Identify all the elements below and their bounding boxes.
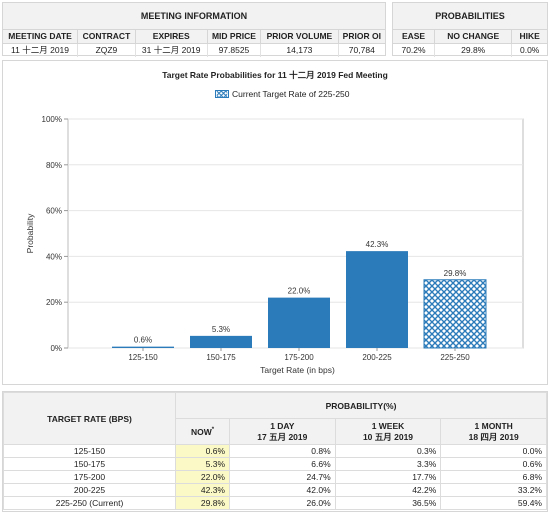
row-1day: 42.0%: [229, 483, 336, 497]
row-1month: 59.4%: [440, 496, 547, 510]
x-tick-label: 225-250: [440, 353, 470, 362]
meeting-info-header: MEETING INFORMATION: [3, 3, 385, 30]
bar-value-label: 0.6%: [134, 336, 152, 345]
legend-swatch-icon: [215, 90, 229, 98]
y-axis-label: Probability: [25, 213, 35, 253]
x-axis-label: Target Rate (in bps): [260, 365, 335, 375]
col-prior-volume: PRIOR VOLUME: [260, 30, 339, 44]
col-target-rate: TARGET RATE (BPS): [3, 392, 176, 445]
row-now: 29.8%: [175, 496, 230, 510]
cell-prior-oi: 70,784: [348, 45, 375, 56]
col-mid-price: MID PRICE: [207, 30, 262, 44]
col-now-label: NOW: [190, 426, 212, 437]
col-1month-date: 18 四月 2019: [468, 431, 519, 442]
row-target-rate: 150-175: [3, 457, 176, 471]
meeting-info-panel: MEETING INFORMATION MEETING DATE CONTRAC…: [2, 2, 386, 57]
meeting-info-table: MEETING DATE CONTRACT EXPIRES MID PRICE …: [3, 30, 385, 57]
row-1month: 0.0%: [440, 444, 547, 458]
bar-175-200: [268, 297, 330, 348]
legend-label: Current Target Rate of 225-250: [232, 89, 350, 99]
x-tick-label: 150-175: [206, 353, 236, 362]
x-tick-label: 175-200: [284, 353, 314, 362]
row-1week: 42.2%: [334, 483, 442, 497]
row-now: 5.3%: [175, 457, 230, 471]
bar-200-225: [346, 251, 408, 348]
row-now: 22.0%: [175, 470, 230, 484]
row-1day: 26.0%: [229, 496, 336, 510]
y-tick-label: 100%: [42, 115, 62, 124]
row-target-rate: 125-150: [3, 444, 176, 458]
y-tick-label: 0%: [50, 344, 62, 353]
x-tick-label: 200-225: [362, 353, 392, 362]
col-meeting-date: MEETING DATE: [3, 30, 79, 44]
x-tick-label: 125-150: [128, 353, 158, 362]
cell-mid-price: 97.8525: [207, 43, 262, 57]
col-no-change: NO CHANGE: [434, 30, 513, 44]
row-1day: 0.8%: [229, 444, 336, 458]
table-row: 125-150 0.6% 0.8% 0.3% 0.0%: [3, 444, 547, 458]
probabilities-panel: PROBABILITIES EASE NO CHANGE HIKE 70.2% …: [392, 2, 548, 57]
bar-125-150: [112, 346, 174, 348]
col-now-mark: *: [211, 426, 215, 433]
y-tick-label: 20%: [46, 298, 62, 307]
row-1day: 24.7%: [229, 470, 336, 484]
row-1month: 6.8%: [440, 470, 547, 484]
table-row: 150-175 5.3% 6.6% 3.3% 0.6%: [3, 457, 547, 471]
bar-value-label: 5.3%: [212, 325, 230, 334]
bar-225-250: [423, 279, 487, 349]
probabilities-table: EASE NO CHANGE HIKE 70.2% 29.8% 0.0%: [393, 30, 547, 57]
row-target-rate: 200-225: [3, 483, 176, 497]
bar-value-label: 42.3%: [366, 240, 389, 249]
chart-panel: Target Rate Probabilities for 11 十二月 201…: [2, 60, 548, 385]
bar-chart: 0% 20% 40% 60% 80% 100% Probability 0.6% 125-150…: [25, 115, 524, 375]
y-tick-label: 60%: [46, 207, 62, 216]
table-row: 225-250 (Current) 29.8% 26.0% 36.5% 59.4%: [3, 496, 547, 510]
col-1day-label: 1 DAY: [270, 420, 295, 431]
row-now: 42.3%: [175, 483, 230, 497]
probability-table: TARGET RATE (BPS) PROBABILITY(%) NOW* 1 …: [3, 392, 547, 510]
bar-value-label: 29.8%: [444, 269, 467, 278]
row-1week: 17.7%: [334, 470, 442, 484]
cell-no-change: 29.8%: [434, 43, 513, 57]
probabilities-header: PROBABILITIES: [393, 3, 547, 30]
cell-hike: 0.0%: [519, 45, 540, 56]
col-prior-oi: PRIOR OI: [338, 30, 385, 44]
col-1week: 1 WEEK 10 五月 2019: [334, 418, 442, 445]
col-1month: 1 MONTH 18 四月 2019: [440, 418, 547, 445]
chart-legend: Current Target Rate of 225-250: [215, 89, 350, 99]
row-1month: 33.2%: [440, 483, 547, 497]
col-hike: HIKE: [511, 30, 547, 44]
cell-meeting-date: 11 十二月 2019: [3, 43, 79, 57]
col-contract: CONTRACT: [77, 30, 136, 44]
col-1week-label: 1 WEEK: [371, 420, 405, 431]
cell-ease: 70.2%: [393, 43, 436, 57]
row-1month: 0.6%: [440, 457, 547, 471]
row-1week: 3.3%: [334, 457, 442, 471]
chart-title: Target Rate Probabilities for 11 十二月 201…: [162, 70, 388, 80]
col-ease: EASE: [393, 30, 436, 44]
cell-prior-volume: 14,173: [260, 43, 339, 57]
table-row: 175-200 22.0% 24.7% 17.7% 6.8%: [3, 470, 547, 484]
row-1day: 6.6%: [229, 457, 336, 471]
row-1week: 0.3%: [334, 444, 442, 458]
y-tick-label: 80%: [46, 161, 62, 170]
probability-table-panel: TARGET RATE (BPS) PROBABILITY(%) NOW* 1 …: [2, 391, 548, 512]
col-1day-date: 17 五月 2019: [257, 431, 308, 442]
y-tick-label: 40%: [46, 252, 62, 261]
col-1day: 1 DAY 17 五月 2019: [229, 418, 336, 445]
bar-value-label: 22.0%: [288, 287, 311, 296]
col-now: NOW*: [175, 418, 230, 445]
cell-expires: 31 十二月 2019: [135, 43, 208, 57]
bar-150-175: [190, 335, 252, 348]
col-probability-group: PROBABILITY(%): [175, 392, 547, 419]
col-1month-label: 1 MONTH: [474, 420, 513, 431]
cell-contract: ZQZ9: [77, 43, 136, 57]
col-expires: EXPIRES: [135, 30, 208, 44]
row-now: 0.6%: [175, 444, 230, 458]
row-1week: 36.5%: [334, 496, 442, 510]
row-target-rate: 175-200: [3, 470, 176, 484]
table-row: 200-225 42.3% 42.0% 42.2% 33.2%: [3, 483, 547, 497]
row-target-rate: 225-250 (Current): [3, 496, 176, 510]
col-1week-date: 10 五月 2019: [362, 431, 414, 442]
